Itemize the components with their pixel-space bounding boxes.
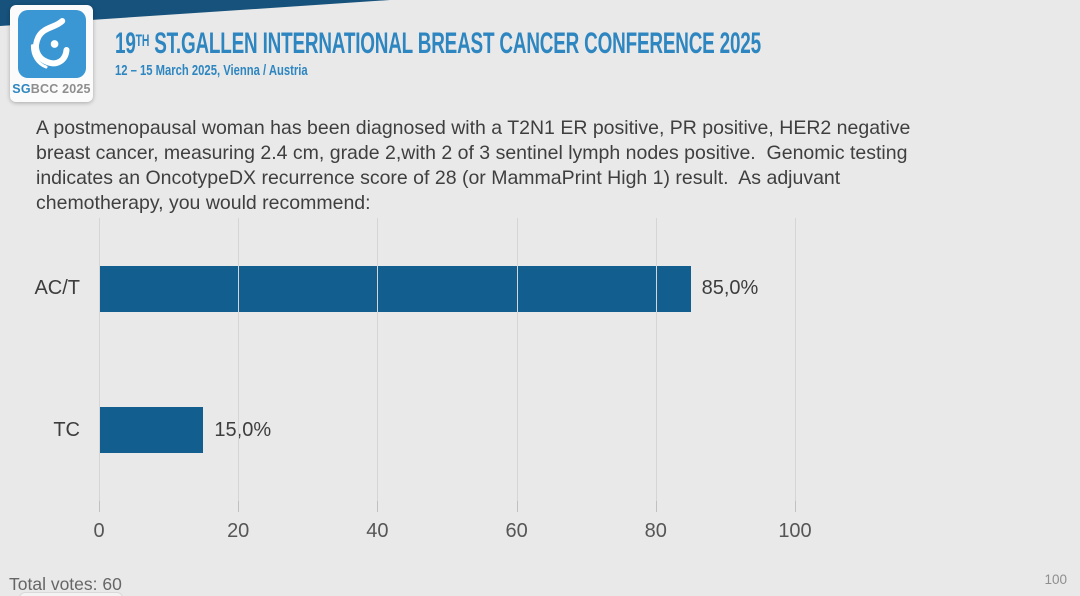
tick-mark-80 — [655, 501, 657, 512]
title-number: 19 — [115, 27, 136, 60]
bar-rows: 85,0% 15,0% — [99, 218, 795, 501]
gridline-40 — [377, 218, 379, 501]
logo-caption-rest: BCC 2025 — [30, 82, 91, 96]
gridline-80 — [655, 218, 657, 501]
tick-mark-40 — [377, 501, 379, 512]
tick-mark-60 — [516, 501, 518, 512]
tick-mark-0 — [99, 501, 100, 512]
category-label: TC — [53, 418, 80, 441]
x-tick-label-0: 0 — [93, 520, 105, 542]
gridline-100 — [795, 218, 796, 501]
bar-value-label: 15,0% — [214, 418, 272, 441]
title-superscript: TH — [135, 31, 150, 50]
sgbcc-logo: SGBCC 2025 — [10, 5, 93, 102]
bar-chart-plot: 85,0% 15,0% — [99, 218, 796, 512]
logo-caption-sg: SG — [12, 82, 31, 96]
bar-row-ac-t: 85,0% — [99, 218, 795, 360]
logo-caption: SGBCC 2025 — [12, 82, 90, 96]
bar-row-tc: 15,0% — [99, 360, 795, 502]
conference-title: 19TH ST.GALLEN INTERNATIONAL BREAST CANC… — [115, 27, 761, 61]
question-line: breast cancer, measuring 2.4 cm, grade 2… — [36, 142, 908, 164]
tick-mark-20 — [238, 501, 240, 512]
gridline-0 — [99, 218, 100, 501]
conference-subtitle: 12 – 15 March 2025, Vienna / Austria — [115, 62, 308, 79]
sgbcc-breast-logo-icon — [30, 17, 69, 69]
category-label: AC/T — [34, 277, 80, 300]
x-axis: 0 20 40 60 80 100 — [93, 520, 811, 546]
question-line: chemotherapy, you would recommend: — [36, 192, 371, 214]
x-tick-label-20: 20 — [227, 520, 250, 542]
bar-value-label: 85,0% — [701, 277, 759, 300]
poll-question: A postmenopausal woman has been diagnose… — [36, 116, 910, 216]
title-text: ST.GALLEN INTERNATIONAL BREAST CANCER CO… — [149, 27, 761, 60]
bar-tc — [99, 407, 204, 454]
x-tick-label-100: 100 — [778, 520, 812, 542]
logo-square — [17, 10, 86, 78]
footer-box — [19, 592, 123, 596]
question-line: indicates an OncotypeDX recurrence score… — [36, 167, 841, 189]
gridline-60 — [516, 218, 518, 501]
slide-page-number: 100 — [1044, 572, 1067, 587]
x-tick-label-60: 60 — [505, 520, 528, 542]
tick-mark-100 — [795, 501, 796, 512]
total-votes-label: Total votes: 60 — [9, 574, 122, 594]
x-tick-label-80: 80 — [644, 520, 667, 542]
question-line: A postmenopausal woman has been diagnose… — [36, 117, 911, 139]
bar-ac-t — [99, 265, 691, 312]
header-titles: 19TH ST.GALLEN INTERNATIONAL BREAST CANC… — [115, 27, 1080, 79]
category-labels: AC/T TC — [0, 218, 80, 501]
x-tick-label-40: 40 — [366, 520, 389, 542]
gridline-20 — [238, 218, 240, 501]
